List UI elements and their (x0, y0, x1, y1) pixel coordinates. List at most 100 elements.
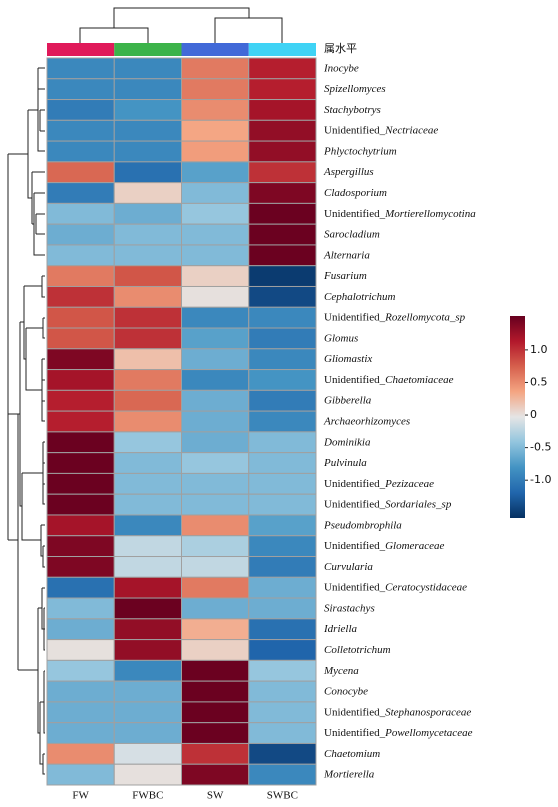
heatmap-cell (181, 639, 250, 661)
heatmap-cell (248, 348, 317, 371)
row-label: Conocybe (324, 685, 368, 697)
heatmap-cell (248, 99, 317, 121)
heatmap-cell (113, 452, 182, 474)
heatmap-cell (113, 244, 182, 267)
heatmap-cell (181, 285, 250, 308)
heatmap-cell (248, 680, 317, 703)
heatmap-cell (46, 57, 115, 80)
heatmap-cell (181, 431, 250, 454)
heatmap-cell (248, 202, 317, 225)
heatmap-cell (248, 306, 317, 329)
heatmap-cell (46, 223, 115, 246)
row-label: Gibberella (324, 394, 372, 406)
row-label: Sirastachys (324, 602, 375, 614)
heatmap-cell (113, 701, 182, 724)
row-label: Glomus (324, 332, 358, 344)
heatmap-cell (248, 763, 317, 786)
color-bar-tick-label: -0.5 (530, 441, 551, 454)
row-label: Unidentified_Ceratocystidaceae (324, 581, 467, 593)
heatmap-cell (113, 556, 182, 578)
row-label: Archaeorhizomyces (323, 415, 410, 427)
row-label: Unidentified_Sordariales_sp (324, 498, 452, 510)
row-label: Curvularia (324, 560, 373, 572)
heatmap-cell (248, 285, 317, 308)
heatmap-cell (248, 618, 317, 641)
heatmap-cell (248, 223, 317, 246)
row-label: Aspergillus (323, 166, 374, 178)
row-label: Pseudombrophila (323, 519, 402, 531)
heatmap-cell (181, 265, 250, 287)
heatmap-cell (46, 701, 115, 724)
color-bar-tick-label: 0.5 (530, 375, 548, 388)
heatmap-cell (46, 535, 115, 558)
heatmap-cell (46, 348, 115, 371)
heatmap-cell (46, 742, 115, 765)
heatmap-cell (181, 680, 250, 703)
heatmap-cell (248, 659, 317, 682)
column-dendrogram (79, 7, 283, 43)
heatmap-cell (46, 202, 115, 225)
heatmap-cell (113, 659, 182, 682)
heatmap-cell (248, 78, 317, 101)
heatmap-cell (113, 327, 182, 350)
row-label: Colletotrichum (324, 644, 391, 656)
row-label: Mycena (323, 664, 359, 676)
heatmap-cell (46, 410, 115, 433)
heatmap-cell (113, 514, 182, 537)
heatmap-cell (181, 369, 250, 391)
row-label: Unidentified_Stephanosporaceae (324, 706, 471, 718)
heatmap-cell (113, 597, 182, 620)
heatmap-cell (248, 57, 317, 80)
heatmap-cell (46, 597, 115, 620)
row-label: Unidentified_Glomeraceae (324, 540, 444, 552)
column-group-color (248, 43, 316, 56)
heatmap-cell (181, 223, 250, 246)
color-bar-tick-label: -1.0 (530, 473, 551, 486)
column-group-color (114, 43, 182, 56)
heatmap-cell (113, 202, 182, 225)
heatmap-cell (46, 99, 115, 121)
heatmap-cell (181, 742, 250, 765)
heatmap-cell (181, 119, 250, 142)
heatmap-cell (248, 410, 317, 433)
heatmap-cell (113, 472, 182, 495)
heatmap-cell (46, 763, 115, 786)
heatmap-cell (181, 244, 250, 267)
column-label: SW (207, 790, 224, 802)
heatmap-cell (248, 369, 317, 391)
column-label: FWBC (132, 790, 163, 802)
heatmap-cell (46, 285, 115, 308)
heatmap-cell (248, 597, 317, 620)
row-label: Stachybotrys (324, 103, 381, 115)
heatmap-cell (248, 389, 317, 412)
color-bar-tick-label: 0 (530, 408, 537, 421)
row-label: Cephalotrichum (324, 290, 396, 302)
heatmap-cell (248, 161, 317, 184)
heatmap-cell (248, 722, 317, 744)
heatmap-cell (181, 452, 250, 474)
row-label: Fusarium (323, 270, 367, 282)
heatmap-cell (46, 161, 115, 184)
heatmap-cell (113, 576, 182, 599)
heatmap-cell (113, 285, 182, 308)
heatmap-cell (113, 57, 182, 80)
heatmap-cell (46, 472, 115, 495)
heatmap-cell (248, 140, 317, 163)
heatmap-cell (248, 742, 317, 765)
heatmap-cell (248, 701, 317, 724)
heatmap-cell (181, 140, 250, 163)
heatmap-cell (248, 182, 317, 204)
row-label: Unidentified_Mortierellomycotina (324, 207, 476, 219)
heatmap-cell (113, 742, 182, 765)
heatmap-cell (181, 493, 250, 516)
heatmap-cell (46, 140, 115, 163)
heatmap-cell (181, 161, 250, 184)
heatmap-cell (113, 99, 182, 121)
heatmap-cell (113, 78, 182, 101)
row-label: Mortierella (323, 768, 375, 780)
heatmap-cell (181, 535, 250, 558)
heatmap-cell (46, 369, 115, 391)
row-label: Sarocladium (324, 228, 380, 240)
heatmap-cell (113, 763, 182, 786)
heatmap-cell (113, 493, 182, 516)
